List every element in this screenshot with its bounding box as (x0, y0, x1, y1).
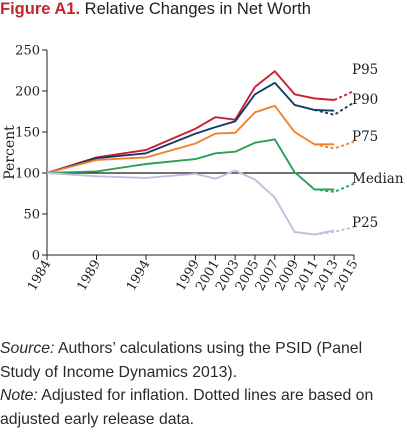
series-dotted-p25 (314, 226, 355, 236)
y-axis-title: Percent (2, 125, 18, 180)
series-line-p75 (46, 104, 335, 174)
series-line-median (46, 138, 335, 191)
series-label-p25: P25 (352, 215, 378, 231)
series-line-p90 (46, 81, 335, 174)
y-tick-label: 150 (15, 126, 40, 141)
source-note: Source: Authors’ calculations using the … (0, 337, 405, 384)
y-tick-label: 0 (32, 249, 40, 264)
series-line-p95 (46, 70, 335, 174)
y-tick-label: 200 (15, 85, 40, 100)
x-tick-label: 1984 (25, 258, 55, 294)
y-tick-label: 50 (23, 208, 40, 223)
x-tick-label: 1994 (124, 258, 154, 294)
adjustment-note: Note: Adjusted for inflation. Dotted lin… (0, 384, 405, 431)
y-tick-label: 250 (15, 44, 40, 59)
series-dotted-p95 (333, 90, 355, 101)
series-label-p95: P95 (352, 62, 378, 78)
series-label-p75: P75 (352, 129, 378, 145)
figure-notes: Source: Authors’ calculations using the … (0, 337, 405, 431)
series-label-median: Median (352, 171, 404, 187)
series-dotted-p90 (314, 101, 355, 116)
figure-title: Figure A1. Relative Changes in Net Worth (0, 0, 311, 19)
series-dotted-p75 (314, 140, 355, 150)
figure-label: Figure A1. (0, 0, 81, 18)
y-tick-label: 100 (15, 167, 40, 182)
source-label: Source: (0, 340, 55, 357)
note-label: Note: (0, 387, 38, 404)
source-text: Authors’ calculations using the PSID (Pa… (0, 340, 363, 381)
series-label-p90: P90 (352, 92, 378, 108)
x-tick-label: 1989 (74, 258, 104, 294)
series-line-p25 (46, 169, 335, 236)
series-dotted-median (314, 182, 355, 193)
note-text: Adjusted for inflation. Dotted lines are… (0, 387, 374, 428)
figure-title-text: Relative Changes in Net Worth (84, 0, 311, 18)
